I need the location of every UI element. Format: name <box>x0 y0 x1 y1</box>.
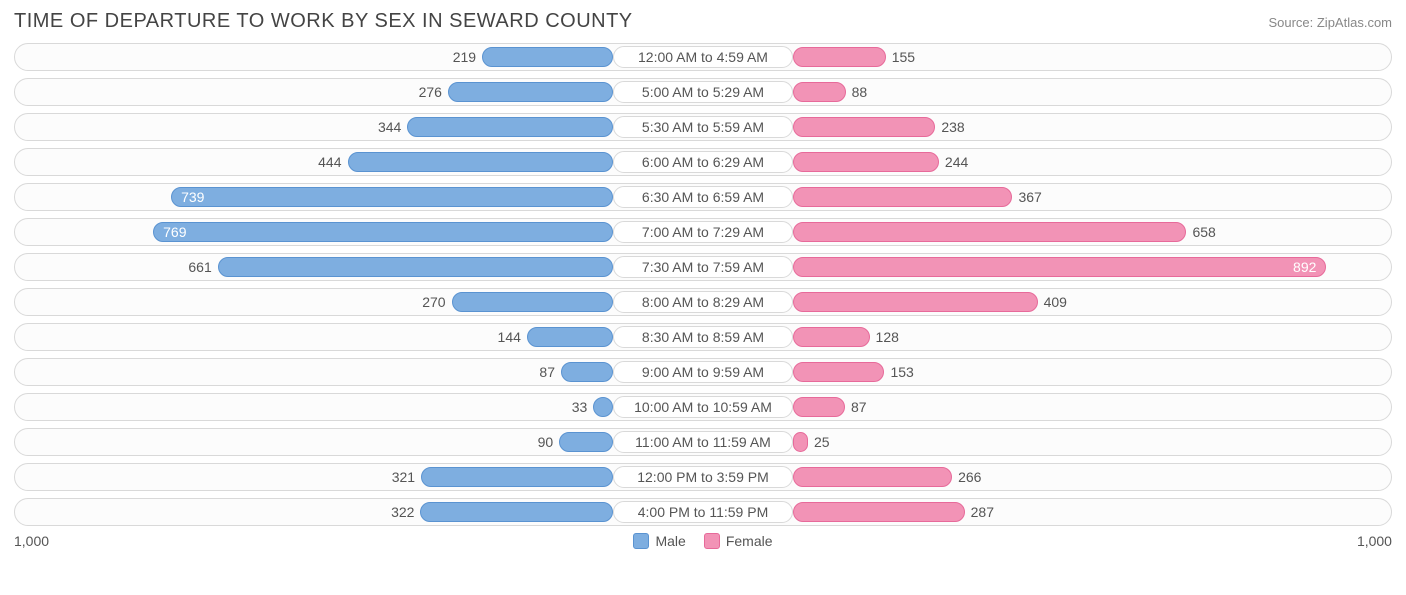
legend-item: Female <box>704 533 773 549</box>
male-bar <box>482 47 613 67</box>
row-time-label: 12:00 PM to 3:59 PM <box>613 466 793 488</box>
chart-row: 444 244 6:00 AM to 6:29 AM <box>14 148 1392 176</box>
female-value: 128 <box>870 329 905 345</box>
legend-swatch <box>704 533 720 549</box>
row-time-label: 5:00 AM to 5:29 AM <box>613 81 793 103</box>
legend-swatch <box>633 533 649 549</box>
female-bar <box>793 432 808 452</box>
row-time-label: 8:00 AM to 8:29 AM <box>613 291 793 313</box>
female-bar <box>793 47 886 67</box>
male-value: 322 <box>385 504 420 520</box>
chart-row: 33 87 10:00 AM to 10:59 AM <box>14 393 1392 421</box>
female-value: 238 <box>935 119 970 135</box>
female-value: 244 <box>939 154 974 170</box>
axis-max-left: 1,000 <box>14 533 49 549</box>
female-bar <box>793 362 884 382</box>
row-time-label: 7:30 AM to 7:59 AM <box>613 256 793 278</box>
male-value: 219 <box>447 49 482 65</box>
female-bar <box>793 187 1012 207</box>
male-value: 87 <box>533 364 561 380</box>
female-value: 287 <box>965 504 1000 520</box>
chart-row: 276 88 5:00 AM to 5:29 AM <box>14 78 1392 106</box>
female-value: 367 <box>1012 189 1047 205</box>
male-bar <box>527 327 613 347</box>
female-bar <box>793 327 870 347</box>
male-bar <box>348 152 614 172</box>
chart-row: 661 892 7:30 AM to 7:59 AM <box>14 253 1392 281</box>
female-value: 88 <box>846 84 874 100</box>
chart-row: 344 238 5:30 AM to 5:59 AM <box>14 113 1392 141</box>
male-bar <box>448 82 613 102</box>
female-value: 25 <box>808 434 836 450</box>
row-time-label: 11:00 AM to 11:59 AM <box>613 431 793 453</box>
female-bar <box>793 292 1038 312</box>
female-bar <box>793 257 1326 277</box>
female-bar <box>793 502 965 522</box>
male-value: 144 <box>492 329 527 345</box>
male-value: 769 <box>157 224 192 240</box>
male-value: 276 <box>413 84 448 100</box>
row-time-label: 10:00 AM to 10:59 AM <box>613 396 793 418</box>
male-bar <box>171 187 613 207</box>
chart-row: 739 367 6:30 AM to 6:59 AM <box>14 183 1392 211</box>
female-value: 266 <box>952 469 987 485</box>
male-bar <box>407 117 613 137</box>
chart-row: 270 409 8:00 AM to 8:29 AM <box>14 288 1392 316</box>
chart-row: 769 658 7:00 AM to 7:29 AM <box>14 218 1392 246</box>
male-bar <box>561 362 613 382</box>
chart-source: Source: ZipAtlas.com <box>1268 15 1392 30</box>
chart-row: 144 128 8:30 AM to 8:59 AM <box>14 323 1392 351</box>
male-bar <box>593 397 613 417</box>
female-value: 409 <box>1038 294 1073 310</box>
chart-row: 322 287 4:00 PM to 11:59 PM <box>14 498 1392 526</box>
diverging-bar-chart: 219 155 12:00 AM to 4:59 AM 276 88 5:00 AM to… <box>14 43 1392 526</box>
legend-label: Female <box>726 533 773 549</box>
female-value: 153 <box>884 364 919 380</box>
chart-title: TIME OF DEPARTURE TO WORK BY SEX IN SEWA… <box>14 10 633 33</box>
row-time-label: 12:00 AM to 4:59 AM <box>613 46 793 68</box>
chart-row: 90 25 11:00 AM to 11:59 AM <box>14 428 1392 456</box>
legend-item: Male <box>633 533 685 549</box>
male-bar <box>153 222 613 242</box>
male-value: 661 <box>182 259 217 275</box>
male-bar <box>452 292 613 312</box>
male-bar <box>218 257 613 277</box>
male-value: 270 <box>416 294 451 310</box>
chart-row: 321 266 12:00 PM to 3:59 PM <box>14 463 1392 491</box>
row-time-label: 6:00 AM to 6:29 AM <box>613 151 793 173</box>
row-time-label: 7:00 AM to 7:29 AM <box>613 221 793 243</box>
chart-row: 219 155 12:00 AM to 4:59 AM <box>14 43 1392 71</box>
row-time-label: 9:00 AM to 9:59 AM <box>613 361 793 383</box>
male-value: 33 <box>566 399 594 415</box>
legend: Male Female <box>633 533 772 549</box>
female-value: 658 <box>1186 224 1221 240</box>
male-bar <box>420 502 613 522</box>
row-time-label: 6:30 AM to 6:59 AM <box>613 186 793 208</box>
male-value: 344 <box>372 119 407 135</box>
row-time-label: 5:30 AM to 5:59 AM <box>613 116 793 138</box>
chart-row: 87 153 9:00 AM to 9:59 AM <box>14 358 1392 386</box>
female-bar <box>793 467 952 487</box>
female-bar <box>793 152 939 172</box>
male-value: 739 <box>175 189 210 205</box>
axis-max-right: 1,000 <box>1357 533 1392 549</box>
female-bar <box>793 82 846 102</box>
male-bar <box>421 467 613 487</box>
female-value: 892 <box>1287 259 1322 275</box>
female-bar <box>793 397 845 417</box>
male-value: 90 <box>532 434 560 450</box>
female-bar <box>793 222 1186 242</box>
male-value: 444 <box>312 154 347 170</box>
legend-label: Male <box>655 533 685 549</box>
male-bar <box>559 432 613 452</box>
row-time-label: 4:00 PM to 11:59 PM <box>613 501 793 523</box>
row-time-label: 8:30 AM to 8:59 AM <box>613 326 793 348</box>
male-value: 321 <box>386 469 421 485</box>
female-value: 155 <box>886 49 921 65</box>
female-value: 87 <box>845 399 873 415</box>
female-bar <box>793 117 935 137</box>
